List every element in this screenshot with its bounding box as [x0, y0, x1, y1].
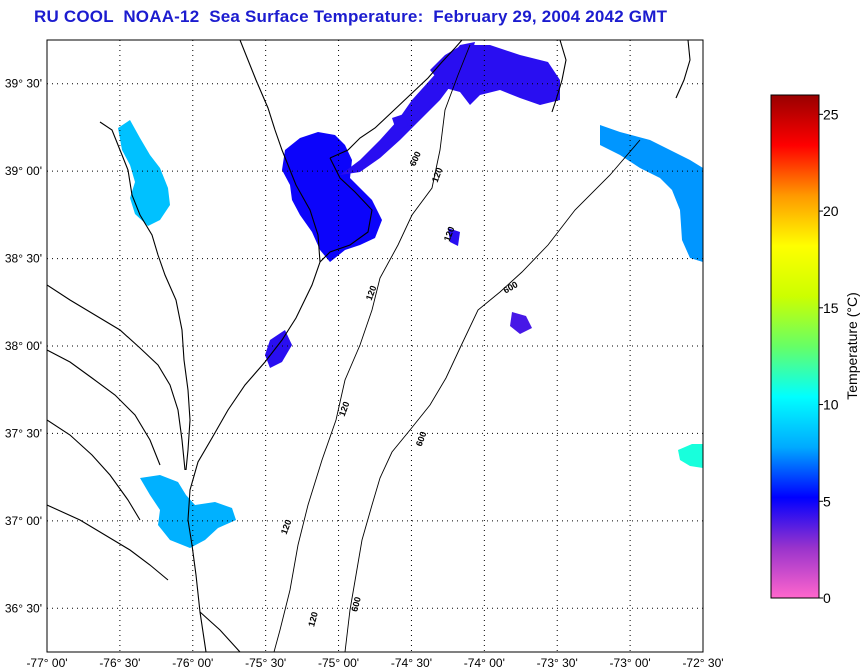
lon-tick-label: -75° 30'	[245, 656, 286, 670]
isobath-label: 120	[306, 611, 320, 628]
lon-tick-label: -73° 30'	[537, 656, 578, 670]
shelf-spot-a	[392, 114, 408, 130]
isobath-label: 120	[364, 284, 379, 302]
colorbar-tick-label: 15	[823, 300, 839, 316]
latitude-tick-labels: 39° 30' 39° 00' 38° 30' 38° 00' 37° 30' 37° 0…	[5, 77, 42, 616]
isobath-label: 600	[349, 596, 363, 613]
colorbar	[770, 94, 820, 599]
mid-shelf-patch	[510, 312, 532, 334]
hudson-shelf-patch	[430, 45, 560, 105]
lat-tick-label: 38° 00'	[5, 339, 42, 353]
shelf-spot-b	[448, 228, 460, 246]
isobath-label: 120	[279, 518, 294, 536]
lon-tick-label: -76° 30'	[99, 656, 140, 670]
isobath-label: 120	[442, 225, 457, 243]
colorbar-ticks: 25 20 15 10 5 0	[819, 106, 839, 606]
colorbar-tick-label: 20	[823, 203, 839, 219]
map-frame-bg	[47, 40, 703, 652]
lat-tick-label: 38° 30'	[5, 252, 42, 266]
lon-tick-label: -73° 00'	[610, 656, 651, 670]
lon-tick-label: -76° 00'	[172, 656, 213, 670]
isobath-contours	[273, 44, 641, 652]
sst-patches	[118, 42, 703, 548]
lat-tick-label: 37° 30'	[5, 426, 42, 440]
colorbar-tick-label: 10	[823, 397, 839, 413]
lon-tick-label: -77° 00'	[26, 656, 67, 670]
lat-tick-label: 39° 00'	[5, 164, 42, 178]
lon-tick-label: -74° 30'	[391, 656, 432, 670]
lon-tick-label: -74° 00'	[464, 656, 505, 670]
isobath-label: 120	[337, 400, 352, 418]
colorbar-tick-label: 25	[823, 106, 839, 122]
delaware-bay-patch	[282, 132, 382, 262]
map-frame	[46, 39, 704, 653]
lat-tick-label: 39° 30'	[5, 77, 42, 91]
lon-tick-label: -72° 30'	[682, 656, 723, 670]
lon-tick-label: -75° 00'	[318, 656, 359, 670]
map-title: RU COOL NOAA-12 Sea Surface Temperature:…	[34, 7, 668, 26]
coastlines	[47, 40, 691, 652]
chesapeake-mouth-patch	[140, 475, 236, 548]
upper-chesapeake-patch	[118, 120, 170, 226]
southeast-patch	[678, 444, 703, 468]
lat-tick-label: 36° 30'	[5, 601, 42, 615]
colorbar-tick-label: 5	[823, 493, 831, 509]
coastal-strip-patch	[265, 330, 292, 368]
east-edge-patch	[600, 125, 703, 262]
colorbar-tick-label: 0	[823, 590, 831, 606]
lat-tick-label: 37° 00'	[5, 514, 42, 528]
isobath-label: 120	[430, 166, 445, 184]
isobath-label: 600	[414, 430, 429, 448]
longitude-tick-labels: -77° 00' -76° 30' -76° 00' -75° 30' -75° 00'…	[26, 656, 723, 670]
colorbar-label: Temperature (°C)	[844, 292, 860, 400]
graticule	[47, 40, 703, 652]
